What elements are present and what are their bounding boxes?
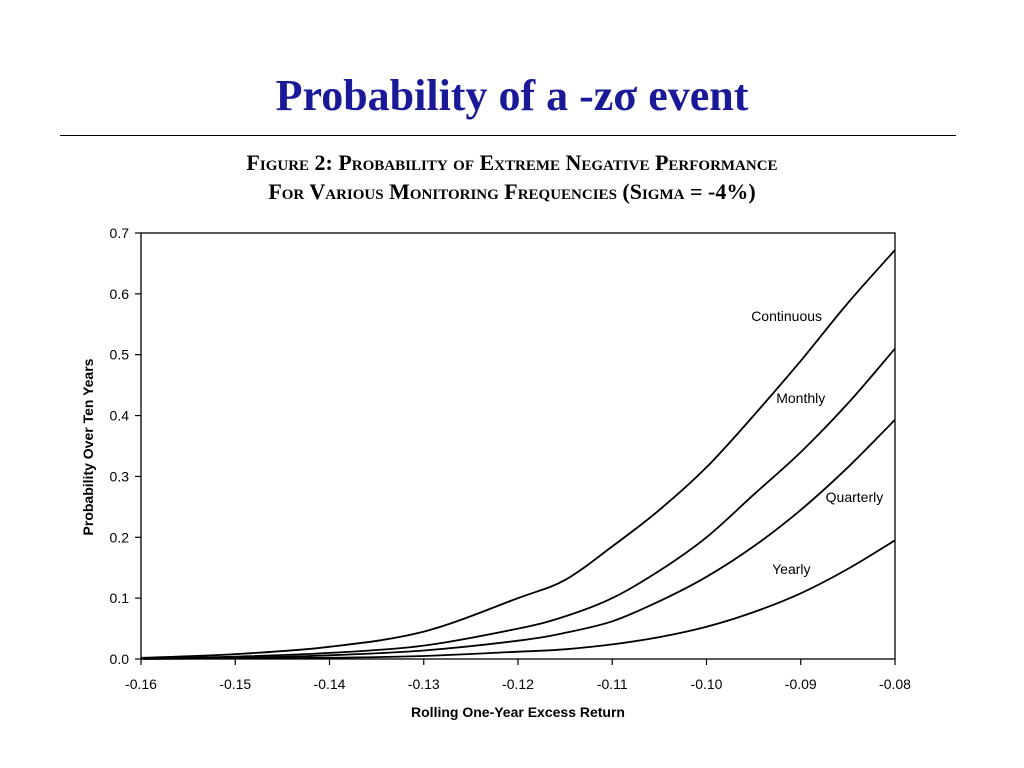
figure-caption-line-1: Figure 2: Probability of Extreme Negativ…	[246, 150, 778, 175]
y-tick-label: 0.1	[110, 590, 130, 606]
y-tick-label: 0.4	[110, 408, 130, 424]
chart-axes: -0.16 -0.15 -0.14 -0.13 -0.12 -0.11 -0.10 -0.09…	[110, 225, 912, 692]
x-tick-label: -0.10	[691, 676, 723, 692]
y-tick-label: 0.0	[110, 651, 130, 667]
y-tick-label: 0.2	[110, 529, 130, 545]
y-axis-label: Probability Over Ten Years	[80, 358, 96, 535]
series-line-quarterly	[140, 419, 896, 660]
series-label-monthly: Monthly	[776, 390, 825, 406]
figure-caption-line-2: For Various Monitoring Frequencies (Sigm…	[268, 179, 756, 204]
y-tick-label: 0.7	[110, 225, 130, 241]
y-tick-label: 0.5	[110, 347, 130, 363]
x-tick-label: -0.14	[314, 676, 346, 692]
x-tick-label: -0.08	[879, 676, 911, 692]
x-tick-label: -0.12	[502, 676, 534, 692]
y-tick-label: 0.6	[110, 286, 130, 302]
series-label-continuous: Continuous	[751, 308, 822, 324]
series-line-monthly	[140, 348, 896, 660]
title-divider	[60, 135, 956, 136]
series-label-quarterly: Quarterly	[826, 489, 884, 505]
series-label-yearly: Yearly	[772, 561, 810, 577]
x-tick-label: -0.15	[219, 676, 251, 692]
plot-area-frame	[140, 232, 896, 660]
x-axis-label: Rolling One-Year Excess Return	[411, 704, 625, 720]
x-tick-label: -0.11	[597, 676, 628, 692]
y-tick-label: 0.3	[110, 468, 130, 484]
series-line-yearly	[140, 539, 896, 660]
x-tick-label: -0.13	[408, 676, 440, 692]
chart-series: Continuous Monthly Quarterly Yearly	[140, 249, 896, 660]
series-line-continuous	[140, 249, 896, 659]
x-tick-label: -0.16	[125, 676, 157, 692]
x-tick-label: -0.09	[785, 676, 817, 692]
slide-title: Probability of a -zσ event	[275, 71, 749, 120]
